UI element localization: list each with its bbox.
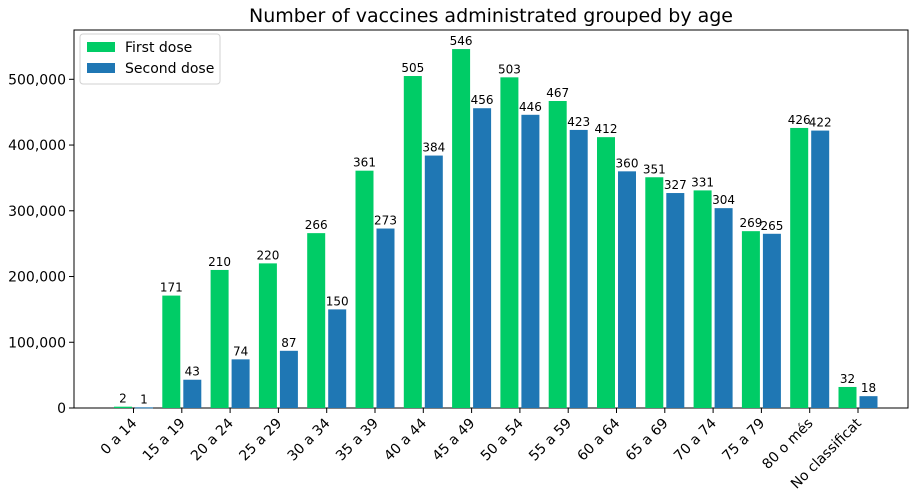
bar-label-second-dose: 265 (760, 219, 783, 233)
x-tick-label: 25 a 29 (236, 416, 285, 465)
bar-label-second-dose: 18 (861, 381, 876, 395)
x-tick-label: 50 a 54 (478, 415, 527, 464)
bar-second-dose (811, 130, 830, 408)
x-tick-label: 45 a 49 (430, 416, 479, 465)
bar-first-dose (258, 263, 277, 408)
bar-label-second-dose: 304 (712, 193, 735, 207)
legend-swatch (87, 42, 115, 52)
y-tick-label: 0 (57, 401, 66, 417)
bar-second-dose (328, 309, 347, 408)
bar-label-first-dose: 220 (256, 248, 279, 262)
bar-label-second-dose: 360 (616, 156, 639, 170)
bar-first-dose (645, 177, 664, 408)
bar-second-dose (569, 129, 588, 409)
x-tick-label: 20 a 24 (188, 415, 237, 464)
bar-second-dose (279, 350, 298, 408)
bar-first-dose (500, 77, 519, 408)
y-tick-label: 400,000 (8, 138, 66, 154)
bar-label-second-dose: 273 (374, 214, 397, 228)
bar-second-dose (473, 108, 492, 409)
x-tick-label: 60 a 64 (574, 415, 623, 464)
bar-label-first-dose: 331 (691, 175, 714, 189)
bar-first-dose (790, 127, 809, 409)
legend-label: First dose (125, 40, 192, 56)
bar-label-second-dose: 327 (664, 178, 687, 192)
x-tick-label: 65 a 69 (623, 416, 672, 465)
bar-label-second-dose: 43 (185, 365, 200, 379)
y-tick-label: 100,000 (8, 335, 66, 351)
bar-second-dose (135, 407, 153, 409)
bar-label-first-dose: 361 (353, 156, 376, 170)
bar-label-second-dose: 423 (567, 115, 590, 129)
plot-area: 0 100,000 200,000 300,000 400,000 500,000 2 1 0 … (8, 29, 909, 492)
bar-second-dose (859, 396, 878, 408)
bar-label-second-dose: 456 (471, 93, 494, 107)
bar-label-first-dose: 505 (401, 61, 424, 75)
bar-label-first-dose: 171 (160, 281, 183, 295)
bar-label-first-dose: 2 (119, 392, 127, 406)
bar-second-dose (424, 155, 443, 408)
y-tick-label: 500,000 (8, 72, 66, 88)
bar-first-dose (838, 386, 857, 408)
bar-first-dose (307, 233, 326, 408)
chart-title: Number of vaccines administrated grouped… (249, 5, 733, 27)
bar-label-second-dose: 1 (140, 392, 148, 406)
bar-first-dose (210, 269, 229, 408)
x-tick-label: 30 a 34 (285, 415, 334, 464)
bar-label-first-dose: 210 (208, 255, 231, 269)
bar-first-dose (597, 137, 615, 408)
bar-label-second-dose: 150 (326, 294, 349, 308)
bar-first-dose (741, 231, 760, 408)
bar-label-second-dose: 74 (233, 344, 248, 358)
x-tick-label: 35 a 39 (333, 416, 382, 465)
bar-first-dose (452, 49, 471, 409)
bar-label-first-dose: 467 (546, 86, 569, 100)
bar-second-dose (762, 233, 781, 408)
bar-label-first-dose: 266 (305, 218, 328, 232)
x-tick-label: 75 a 79 (719, 416, 768, 465)
legend-label: Second dose (125, 61, 214, 77)
y-tick-label: 200,000 (8, 270, 66, 286)
bar-second-dose (521, 114, 540, 409)
x-tick-label: 0 a 14 (98, 415, 141, 458)
bar-first-dose (548, 100, 567, 408)
legend-swatch (87, 63, 115, 73)
bar-second-dose (618, 171, 636, 408)
bar-second-dose (231, 359, 250, 408)
bar-label-second-dose: 384 (422, 141, 445, 155)
bar-second-dose (666, 193, 685, 408)
bar-label-second-dose: 87 (281, 336, 296, 350)
bar-second-dose (376, 228, 395, 408)
bar-first-dose (114, 406, 132, 408)
bar-first-dose (693, 190, 712, 408)
bar-label-first-dose: 503 (498, 62, 521, 76)
bar-label-second-dose: 422 (809, 116, 832, 130)
bar-label-first-dose: 546 (450, 34, 473, 48)
bar-first-dose (355, 170, 374, 408)
bar-label-first-dose: 351 (643, 162, 666, 176)
x-tick-label: 40 a 44 (381, 415, 430, 464)
bar-label-first-dose: 269 (739, 216, 762, 230)
bar-label-first-dose: 412 (595, 122, 618, 136)
bar-first-dose (162, 295, 181, 408)
bar-label-first-dose: 32 (840, 372, 855, 386)
bar-first-dose (403, 76, 422, 408)
x-tick-label: 55 a 59 (526, 416, 575, 465)
x-tick-label: 15 a 19 (140, 416, 189, 465)
legend: First dose Second dose (79, 33, 221, 85)
bar-label-second-dose: 446 (519, 100, 542, 114)
x-tick-label: 70 a 74 (671, 415, 720, 464)
bar-second-dose (183, 379, 202, 408)
y-tick-label: 300,000 (8, 204, 66, 220)
bar-second-dose (714, 208, 733, 408)
bar-label-first-dose: 426 (788, 113, 811, 127)
